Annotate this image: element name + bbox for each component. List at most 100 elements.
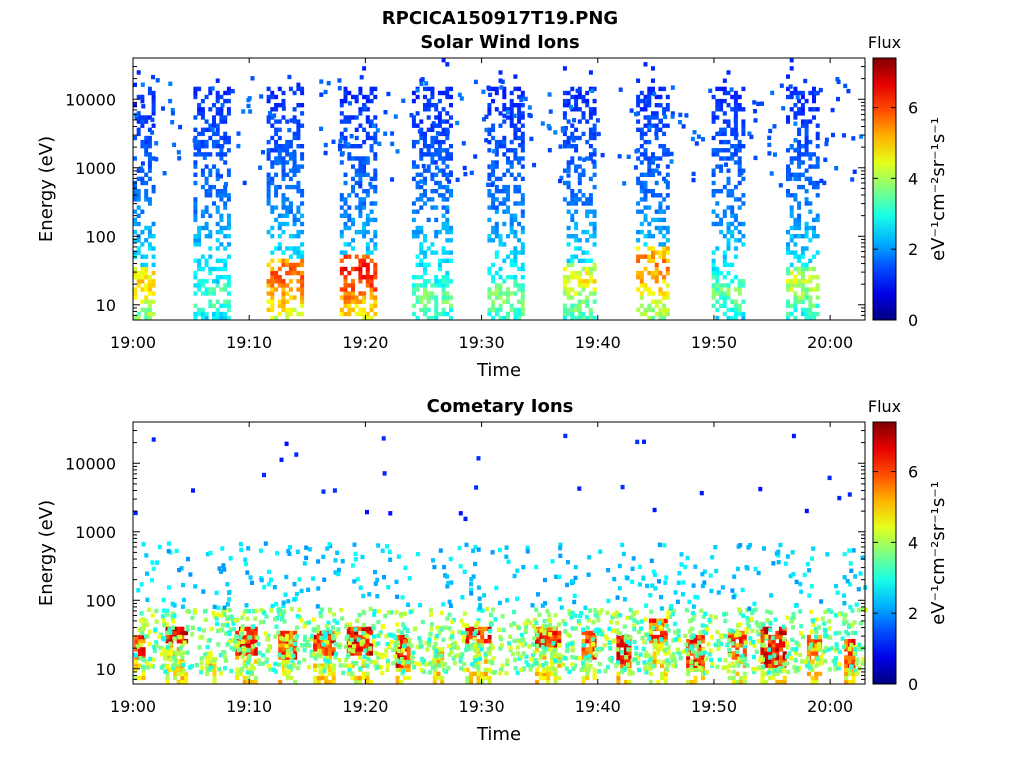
heatmap-cell: [140, 242, 145, 247]
heatmap-cell: [559, 175, 564, 181]
heatmap-cell: [797, 127, 802, 132]
heatmap-cell: [324, 675, 329, 681]
heatmap-cell: [767, 675, 772, 681]
heatmap-cell: [546, 626, 551, 632]
heatmap-cell: [634, 149, 639, 154]
heatmap-cell: [365, 254, 370, 259]
heatmap-cell: [445, 164, 450, 169]
heatmap-cell: [215, 258, 220, 263]
heatmap-cell: [203, 609, 207, 614]
heatmap-cell: [647, 258, 652, 263]
heatmap-cell: [585, 266, 590, 272]
heatmap-cell: [662, 258, 667, 263]
heatmap-cell: [588, 111, 593, 116]
heatmap-cell: [430, 242, 435, 247]
heatmap-cell: [449, 250, 453, 255]
heatmap-cell: [592, 148, 597, 153]
heatmap-cell: [212, 311, 216, 317]
heatmap-cell: [231, 617, 236, 622]
heatmap-cell: [654, 209, 659, 214]
heatmap-cell: [719, 189, 724, 194]
heatmap-cell: [502, 315, 507, 321]
heatmap-cell: [285, 262, 290, 268]
heatmap-cell: [665, 283, 670, 288]
heatmap-cell: [445, 616, 450, 621]
heatmap-cell: [587, 555, 592, 560]
heatmap-cell: [133, 156, 137, 161]
heatmap-cell: [524, 625, 528, 630]
heatmap-cell: [354, 311, 359, 317]
heatmap-cell: [737, 279, 742, 284]
heatmap-cell: [836, 79, 841, 85]
heatmap-cell: [212, 139, 216, 145]
heatmap-cell: [733, 144, 738, 149]
heatmap-cell: [281, 660, 286, 665]
heatmap-cell: [823, 157, 828, 162]
heatmap-cell: [759, 655, 764, 660]
heatmap-cell: [427, 640, 432, 645]
heatmap-cell: [406, 655, 411, 660]
heatmap-cell: [208, 152, 213, 157]
heatmap-cell: [748, 641, 753, 646]
heatmap-cell: [434, 279, 439, 284]
heatmap-cell: [498, 291, 503, 296]
heatmap-cell: [343, 172, 348, 177]
heatmap-cell: [176, 150, 181, 155]
heatmap-cell: [513, 201, 518, 206]
heatmap-cell: [744, 627, 749, 632]
heatmap-cell: [581, 94, 586, 100]
heatmap-cell: [666, 628, 671, 633]
heatmap-cell: [760, 634, 765, 640]
heatmap-cell: [615, 629, 620, 635]
heatmap-cell: [491, 135, 496, 141]
heatmap-cell: [715, 279, 720, 284]
heatmap-cell: [761, 657, 765, 662]
heatmap-cell: [620, 634, 625, 640]
heatmap-cell: [219, 111, 224, 116]
heatmap-cell: [767, 647, 771, 652]
heatmap-cell: [647, 127, 652, 132]
heatmap-cell: [385, 667, 390, 672]
heatmap-cell: [437, 283, 442, 288]
heatmap-cell: [713, 642, 718, 648]
heatmap-cell: [251, 624, 256, 629]
heatmap-cell: [161, 106, 165, 111]
heatmap-cell: [794, 665, 799, 671]
heatmap-cell: [741, 144, 746, 149]
heatmap-cell: [639, 279, 644, 284]
heatmap-cell: [534, 661, 539, 666]
heatmap-cell: [274, 315, 279, 321]
heatmap-cell: [562, 287, 567, 292]
heatmap-cell: [730, 107, 735, 112]
heatmap-cell: [491, 193, 496, 198]
heatmap-cell: [331, 665, 336, 670]
heatmap-cell: [651, 111, 655, 116]
heatmap-cell: [662, 176, 667, 182]
heatmap-cell: [355, 618, 360, 623]
heatmap-cell: [520, 246, 525, 251]
heatmap-cell: [373, 184, 378, 190]
heatmap-cell: [353, 627, 358, 632]
heatmap-cell: [197, 238, 202, 243]
heatmap-cell: [339, 103, 344, 108]
heatmap-cell: [666, 650, 671, 655]
heatmap-cell: [358, 275, 363, 280]
heatmap-cell: [786, 270, 790, 276]
heatmap-cell: [200, 209, 205, 214]
heatmap-cell: [285, 311, 290, 317]
heatmap-cell: [223, 90, 228, 96]
heatmap-cell: [415, 172, 420, 177]
heatmap-cell: [548, 618, 553, 623]
heatmap-cell: [226, 217, 231, 223]
heatmap-cell: [224, 182, 228, 187]
heatmap-cell: [290, 663, 295, 668]
heatmap-cell: [480, 608, 485, 613]
heatmap-cell: [583, 662, 588, 667]
heatmap-cell: [285, 246, 290, 251]
cometary-title: Cometary Ions: [427, 396, 574, 417]
heatmap-cell: [506, 148, 510, 153]
heatmap-cell: [432, 564, 437, 570]
heatmap-cell: [775, 643, 780, 648]
heatmap-cell: [515, 651, 520, 656]
heatmap-cell: [616, 655, 621, 660]
